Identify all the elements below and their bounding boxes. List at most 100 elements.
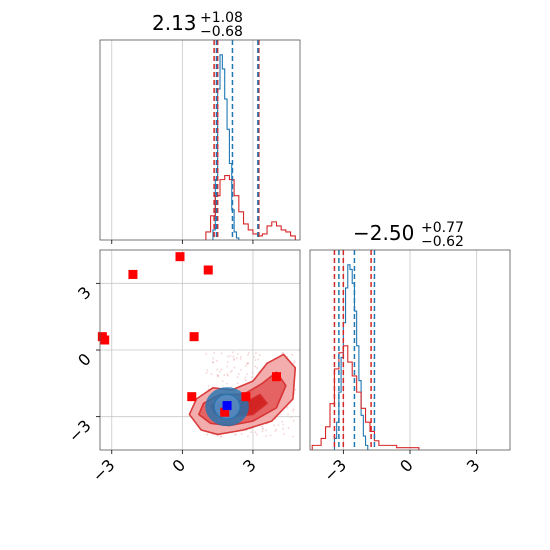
sample-dot <box>216 368 219 371</box>
sample-dot <box>250 376 253 379</box>
sample-dot <box>226 373 229 376</box>
sample-dot <box>250 431 253 434</box>
hist-step-red-1 <box>205 175 296 240</box>
sample-dot <box>235 433 238 436</box>
sample-dot <box>261 427 264 430</box>
sample-dot <box>236 353 239 356</box>
sample-dot <box>206 369 209 372</box>
sample-dot <box>212 361 214 364</box>
sample-dot <box>257 358 260 361</box>
red-marker-6 <box>187 392 197 402</box>
sample-dot <box>244 379 247 381</box>
sample-dot <box>229 355 232 357</box>
sample-dot <box>237 373 240 376</box>
sample-dot <box>205 353 208 355</box>
sample-dot <box>233 366 236 369</box>
sample-dot <box>281 420 283 423</box>
sample-dot <box>219 370 221 373</box>
sample-dot <box>227 355 229 358</box>
title-p1-plus: +1.08 <box>200 10 243 26</box>
sample-dot <box>281 352 283 355</box>
tick-label-y-0: −3 <box>65 416 95 446</box>
sample-dot <box>261 430 264 433</box>
sample-dot <box>217 374 220 377</box>
sample-dot <box>246 373 249 376</box>
sample-dot <box>292 419 295 422</box>
red-marker-4 <box>203 265 213 275</box>
sample-dot <box>262 428 265 431</box>
sample-dot <box>247 362 250 365</box>
sample-dot <box>232 355 235 358</box>
sample-dot <box>294 388 297 391</box>
sample-dot <box>229 371 232 373</box>
tick-label-y-2: 3 <box>74 283 95 304</box>
sample-dot <box>277 424 280 427</box>
sample-dot <box>287 426 290 429</box>
marginal-hist-p2 <box>309 249 511 451</box>
title-p2-value: −2.50 <box>353 221 414 245</box>
sample-dot <box>246 362 249 365</box>
sample-dot <box>226 365 228 368</box>
sample-dot <box>283 433 285 436</box>
sample-dot <box>226 382 228 385</box>
sample-dot <box>292 410 294 412</box>
red-marker-5 <box>189 332 199 342</box>
sample-dot <box>286 406 289 409</box>
sample-dot <box>282 427 284 430</box>
sample-dot <box>245 364 248 367</box>
sample-dot <box>255 433 258 436</box>
sample-dot <box>256 366 259 369</box>
red-marker-3 <box>175 252 185 262</box>
panel-frame <box>99 39 301 241</box>
sample-dot <box>220 435 223 438</box>
sample-dot <box>258 354 261 357</box>
sample-dot <box>292 408 295 411</box>
sample-dot <box>273 424 275 427</box>
sample-dot <box>216 374 219 377</box>
sample-dot <box>212 433 215 436</box>
tick-label-p2-2: 3 <box>463 455 484 476</box>
sample-dot <box>213 352 215 354</box>
sample-dot <box>275 428 278 431</box>
hist-step-red-1 <box>311 345 420 450</box>
sample-dot <box>233 357 236 360</box>
sample-dot <box>205 371 208 374</box>
sample-dot <box>220 435 222 438</box>
sample-dot <box>240 355 242 358</box>
sample-dot <box>282 351 285 354</box>
sample-dot <box>223 374 226 377</box>
title-p2-plus: +0.77 <box>421 220 464 236</box>
sample-dot <box>206 433 209 436</box>
marginal-hist-p1 <box>99 39 301 244</box>
sample-dot <box>274 430 277 432</box>
sample-dot <box>255 352 257 354</box>
sample-dot <box>220 352 223 355</box>
sample-dot <box>282 423 285 426</box>
red-marker-2 <box>128 269 138 279</box>
sample-dot <box>247 352 250 354</box>
sample-dot <box>290 416 293 419</box>
sample-dot <box>254 365 257 368</box>
sample-dot <box>246 362 249 364</box>
sample-dot <box>247 435 249 438</box>
sample-dot <box>233 359 235 361</box>
tick-label-x-1: 0 <box>169 455 190 476</box>
title-p1-value: 2.13 <box>152 11 197 35</box>
red-marker-7 <box>241 392 251 402</box>
sample-dot <box>231 369 233 372</box>
tick-label-y-1: 0 <box>74 349 95 370</box>
sample-dot <box>293 360 296 363</box>
sample-dot <box>251 371 254 374</box>
sample-dot <box>227 374 229 377</box>
title-p1: 2.13 +1.08 −0.68 <box>152 10 243 40</box>
sample-dot <box>265 435 267 437</box>
hist-step-blue-0 <box>333 264 369 450</box>
sample-dot <box>247 354 249 356</box>
sample-dot <box>236 376 239 379</box>
sample-dot <box>235 357 238 360</box>
sample-dot <box>216 359 218 362</box>
sample-dot <box>269 434 272 437</box>
sample-dot <box>217 375 219 378</box>
sample-dot <box>240 433 243 435</box>
